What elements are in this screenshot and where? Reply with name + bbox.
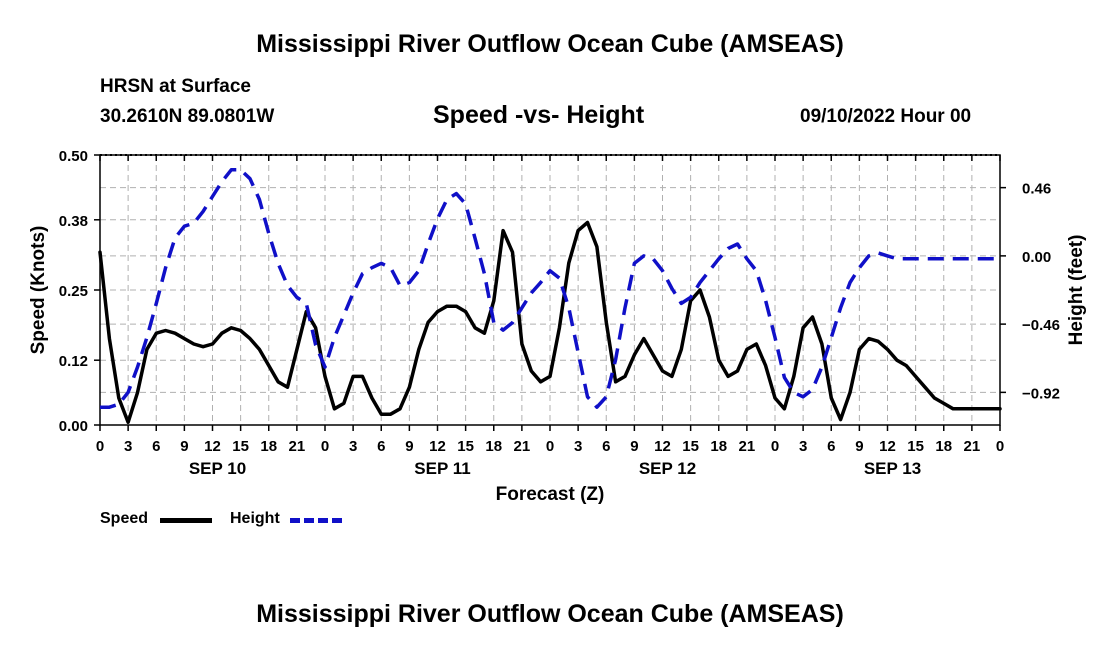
y-axis-label: Speed (Knots) [28,226,49,355]
y2-tick-label: 0.46 [1022,181,1051,198]
x-tick-label: 21 [739,438,756,455]
x-tick-label: 0 [321,438,329,455]
x-tick-label: 3 [349,438,357,455]
grid [100,155,1000,425]
day-label: SEP 12 [639,459,696,478]
y2-axis-ticks: −0.92 −0.46 0.00 0.46 [1000,181,1060,402]
y-tick-label: 0.25 [59,283,88,300]
day-label: SEP 13 [864,459,921,478]
x-tick-label: 15 [232,438,249,455]
x-tick-label: 21 [289,438,306,455]
series-line-height [100,168,1000,409]
x-tick-label: 3 [799,438,807,455]
x-tick-label: 15 [907,438,924,455]
x-tick-label: 6 [602,438,610,455]
x-tick-label: 18 [935,438,952,455]
y-tick-label: 0.50 [59,148,88,165]
x-tick-label: 9 [630,438,638,455]
x-tick-label: 6 [152,438,160,455]
x-tick-label: 9 [855,438,863,455]
y-tick-label: 0.12 [59,353,88,370]
x-tick-label: 3 [574,438,582,455]
legend-height-swatch [290,518,342,523]
x-tick-label: 18 [260,438,277,455]
x-tick-label: 6 [377,438,385,455]
x-tick-label: 9 [405,438,413,455]
y2-axis-label: Height (feet) [1066,235,1087,346]
day-label: SEP 10 [189,459,246,478]
x-tick-label: 15 [457,438,474,455]
x-tick-label: 18 [485,438,502,455]
y2-tick-label: 0.00 [1022,249,1051,266]
x-tick-label: 9 [180,438,188,455]
chart-title: Mississippi River Outflow Ocean Cube (AM… [256,30,844,58]
y-axis-ticks: 0.00 0.12 0.25 0.38 0.50 [59,148,100,435]
y-tick-label: 0.00 [59,418,88,435]
x-tick-label: 0 [771,438,779,455]
x-tick-label: 3 [124,438,132,455]
day-labels: SEP 10 SEP 11 SEP 12 SEP 13 [189,459,921,478]
y-tick-label: 0.38 [59,213,88,230]
x-tick-label: 18 [710,438,727,455]
legend-speed-swatch [160,518,212,523]
x-tick-label: 6 [827,438,835,455]
day-label: SEP 11 [414,459,470,478]
x-tick-label: 12 [879,438,896,455]
x-tick-label: 0 [96,438,104,455]
y2-tick-label: −0.46 [1022,317,1060,334]
x-axis-label: Forecast (Z) [496,484,605,505]
x-tick-label: 12 [429,438,446,455]
x-tick-label: 0 [546,438,554,455]
y2-tick-label: −0.92 [1022,385,1060,402]
series-line-speed [98,220,1002,425]
x-tick-label: 15 [682,438,699,455]
x-tick-label: 12 [654,438,671,455]
x-axis-ticks: 0 3 6 9 12 15 18 21 0 3 6 9 12 15 18 21 0 3 6 9 12 15 18 21 0 3 6 9… [96,155,1004,455]
footer-title: Mississippi River Outflow Ocean Cube (AM… [256,600,844,628]
station-label: HRSN at Surface [100,76,251,97]
x-tick-label: 21 [964,438,981,455]
x-tick-label: 0 [996,438,1004,455]
legend-speed-label: Speed [100,510,149,527]
x-tick-label: 21 [514,438,531,455]
x-tick-label: 12 [204,438,221,455]
chart-subtitle: Speed -vs- Height [433,101,645,129]
coordinates-label: 30.2610N 89.0801W [100,106,275,127]
legend-height-label: Height [230,510,280,527]
forecast-datetime: 09/10/2022 Hour 00 [800,106,972,127]
series-group [98,168,1002,425]
